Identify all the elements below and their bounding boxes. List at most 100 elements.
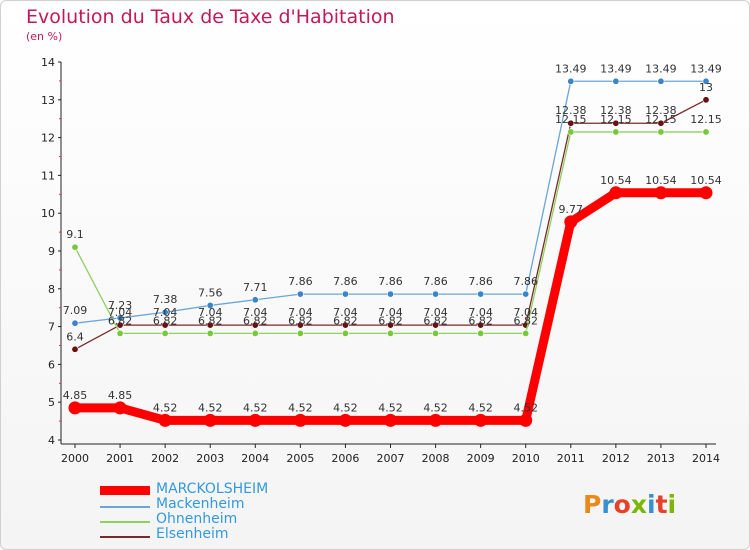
data-point — [702, 128, 710, 136]
x-tick-label: 2004 — [241, 452, 269, 465]
data-point — [477, 321, 485, 329]
legend-swatch-elsenheim — [100, 536, 150, 538]
data-label: 7.04 — [333, 306, 358, 319]
data-point — [567, 119, 575, 127]
data-label: 4.85 — [108, 389, 133, 402]
data-point — [612, 77, 620, 85]
data-point — [206, 321, 214, 329]
data-label: 12.15 — [645, 113, 677, 126]
data-point — [161, 321, 169, 329]
legend-label-marckolsheim: MARCKOLSHEIM — [156, 481, 269, 497]
x-tick-label: 2006 — [331, 452, 359, 465]
data-point — [203, 413, 217, 427]
data-label: 7.04 — [513, 306, 538, 319]
data-point — [113, 401, 127, 415]
data-label: 7.04 — [468, 306, 493, 319]
data-label: 6.82 — [468, 314, 493, 327]
x-tick-label: 2012 — [602, 452, 630, 465]
data-label: 9.1 — [66, 228, 84, 241]
data-label: 4.52 — [513, 401, 538, 414]
x-tick-label: 2011 — [557, 452, 585, 465]
data-label: 10.54 — [645, 174, 677, 187]
x-tick-label: 2003 — [196, 452, 224, 465]
y-tick-label: 7 — [48, 321, 55, 334]
data-label: 6.82 — [333, 314, 358, 327]
x-tick-label: 2009 — [467, 452, 495, 465]
data-point — [702, 96, 710, 104]
y-tick-label: 9 — [48, 245, 55, 258]
data-label: 7.04 — [288, 306, 313, 319]
data-point — [251, 296, 259, 304]
y-tick-label: 4 — [48, 434, 55, 447]
data-label: 7.86 — [468, 275, 493, 288]
data-point — [116, 329, 124, 337]
y-tick-label: 12 — [41, 132, 55, 145]
data-point — [567, 128, 575, 136]
chart-title: Evolution du Taux de Taxe d'Habitation — [26, 6, 395, 28]
y-tick-label: 8 — [48, 283, 55, 296]
data-label: 7.56 — [198, 286, 223, 299]
data-point — [474, 413, 488, 427]
data-point — [68, 401, 82, 415]
data-point — [206, 301, 214, 309]
data-label: 7.86 — [378, 275, 403, 288]
data-point — [702, 77, 710, 85]
logo-letter: o — [613, 490, 631, 519]
data-point — [429, 413, 443, 427]
legend-label-mackenheim: Mackenheim — [156, 496, 245, 512]
data-point — [341, 329, 349, 337]
data-label: 4.52 — [378, 401, 403, 414]
data-label: 6.82 — [108, 314, 133, 327]
legend-label-elsenheim: Elsenheim — [156, 526, 229, 542]
data-label: 13 — [699, 81, 713, 94]
legend-swatch-marckolsheim — [100, 486, 150, 495]
data-point — [116, 321, 124, 329]
data-label: 7.86 — [513, 275, 538, 288]
data-point — [432, 290, 440, 298]
data-label: 12.15 — [600, 113, 632, 126]
data-label: 12.15 — [690, 113, 722, 126]
data-point — [386, 290, 394, 298]
data-point — [251, 329, 259, 337]
data-point — [341, 321, 349, 329]
data-label: 4.52 — [468, 401, 493, 414]
data-label: 4.52 — [243, 401, 268, 414]
data-label: 12.15 — [555, 113, 587, 126]
data-point — [432, 329, 440, 337]
data-point — [522, 329, 530, 337]
data-label: 6.82 — [423, 314, 448, 327]
data-label: 7.38 — [153, 293, 178, 306]
data-label: 12.38 — [555, 104, 587, 117]
data-label: 6.82 — [198, 314, 223, 327]
x-tick-label: 2005 — [286, 452, 314, 465]
x-tick-label: 2013 — [647, 452, 675, 465]
data-label: 7.86 — [423, 275, 448, 288]
x-tick-label: 2010 — [512, 452, 540, 465]
data-point — [296, 290, 304, 298]
data-label: 6.82 — [153, 314, 178, 327]
y-tick-label: 6 — [48, 358, 55, 371]
data-point — [71, 319, 79, 327]
data-point — [609, 186, 623, 200]
chart-unit-label: (en %) — [26, 30, 63, 43]
data-label: 7.04 — [198, 306, 223, 319]
logo-letter: i — [647, 490, 656, 519]
data-label: 7.71 — [243, 281, 268, 294]
data-point — [71, 243, 79, 251]
data-point — [612, 119, 620, 127]
x-tick-label: 2007 — [377, 452, 405, 465]
data-label: 4.52 — [153, 401, 178, 414]
data-point — [384, 413, 397, 427]
data-point — [248, 413, 262, 427]
data-label: 4.85 — [63, 389, 88, 402]
data-label: 13.49 — [645, 62, 677, 75]
logo-letter: P — [583, 490, 602, 519]
y-tick-label: 5 — [48, 396, 55, 409]
y-tick-label: 13 — [41, 94, 55, 107]
data-label: 6.4 — [66, 330, 84, 343]
data-point — [296, 321, 304, 329]
legend-label-ohnenheim: Ohnenheim — [156, 511, 238, 527]
data-point — [338, 413, 352, 427]
data-point — [519, 413, 533, 427]
